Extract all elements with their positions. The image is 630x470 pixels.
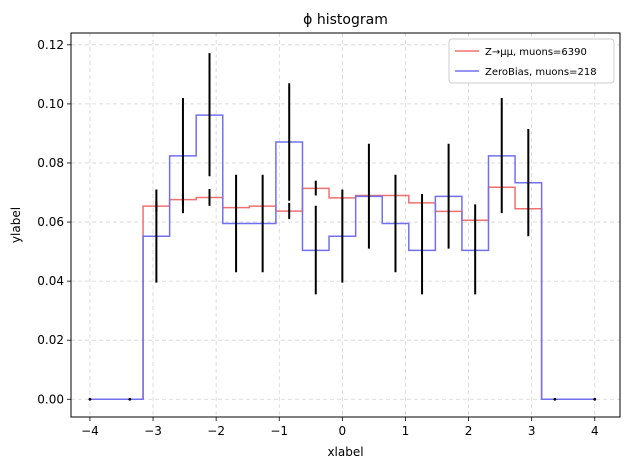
x-tick-label-4: 0: [339, 424, 347, 438]
y-tick-label-5: 0.10: [37, 97, 64, 111]
x-tick-label-6: 2: [465, 424, 473, 438]
x-tick-label-5: 1: [402, 424, 410, 438]
x-axis-label: xlabel: [327, 445, 363, 459]
error-bar-0: [88, 397, 92, 401]
plot-area: [88, 53, 597, 401]
y-tick-label-1: 0.02: [37, 333, 64, 347]
chart-title: ϕ histogram: [303, 12, 388, 28]
x-tick-label-7: 3: [528, 424, 536, 438]
histogram-series-1: [89, 114, 595, 401]
legend-box: [448, 38, 615, 84]
x-tick-label-8: 4: [591, 424, 599, 438]
y-axis-label: ylabel: [9, 207, 23, 243]
y-tick-label-6: 0.12: [37, 38, 64, 52]
legend: Z→μμ, muons=6390 ZeroBias, muons=218: [448, 38, 615, 84]
axes-frame: [70, 32, 621, 418]
y-tick-label-4: 0.08: [37, 156, 64, 170]
error-bar-1: [128, 397, 132, 401]
y-tick-label-0: 0.00: [37, 392, 64, 406]
error-bar-22: [553, 397, 557, 401]
x-tick-label-2: −2: [207, 424, 225, 438]
error-bar-23: [593, 397, 597, 401]
x-tick-label-1: −3: [144, 424, 162, 438]
legend-label-z-mumu: Z→μμ, muons=6390: [485, 47, 587, 58]
x-tick-label-3: −1: [270, 424, 288, 438]
y-axis-ticks: 0.00 0.02 0.04 0.06 0.08 0.10 0.12: [37, 38, 71, 406]
legend-label-zerobias: ZeroBias, muons=218: [485, 67, 597, 78]
x-tick-label-0: −4: [81, 424, 99, 438]
x-axis-ticks: −4 −3 −2 −1 0 1 2 3 4: [81, 417, 599, 438]
y-tick-label-3: 0.06: [37, 215, 64, 229]
y-tick-label-2: 0.04: [37, 274, 64, 288]
